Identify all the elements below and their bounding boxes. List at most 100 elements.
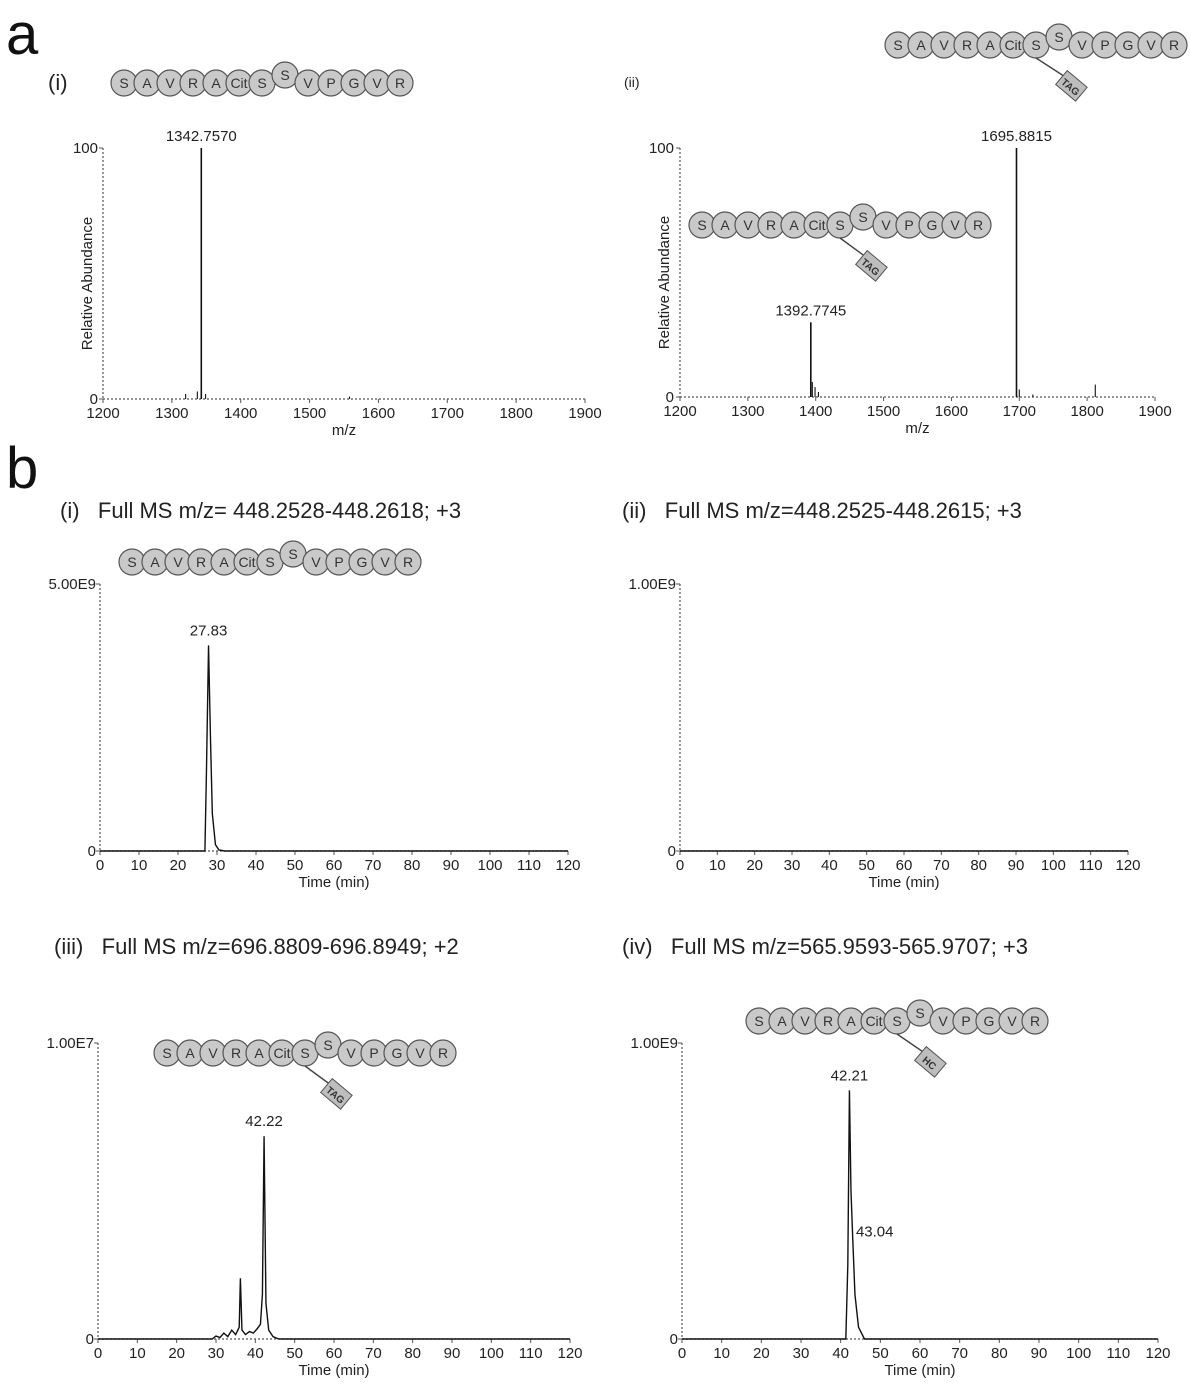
y-tick-label: 0: [670, 1331, 678, 1348]
x-tick-label: 1600: [362, 405, 395, 422]
residue-label: S: [300, 1045, 309, 1061]
tag-label-shape: [854, 249, 888, 282]
x-tick-label: 40: [821, 857, 838, 874]
x-tick-label: 1300: [731, 403, 764, 420]
panel-letter-b: b: [6, 436, 39, 501]
x-axis-title: Time (min): [868, 874, 939, 891]
tag-label-shape: [913, 1045, 947, 1078]
residue-label: S: [1031, 37, 1040, 53]
x-tick-label: 10: [709, 857, 726, 874]
residue-label: S: [697, 217, 706, 233]
residue-label: A: [846, 1013, 856, 1029]
x-tick-label: 0: [96, 857, 104, 874]
y-tick-label: 1.00E9: [628, 576, 676, 593]
residue-label: G: [927, 217, 938, 233]
x-tick-label: 70: [951, 1345, 968, 1362]
x-tick-label: 70: [933, 857, 950, 874]
residue-label: Cit: [1004, 37, 1021, 53]
residue-label: S: [915, 1005, 924, 1021]
residue-label: A: [185, 1045, 195, 1061]
residue-circle: [429, 1039, 457, 1067]
peak-label: 1392.7745: [775, 302, 846, 319]
x-tick-label: 1900: [1138, 403, 1171, 420]
x-tick-label: 100: [1066, 1345, 1091, 1362]
x-tick-label: 70: [365, 1345, 382, 1362]
panel-b-ii-title-text: Full MS m/z=448.2525-448.2615; +3: [664, 498, 1022, 523]
residue-label: V: [743, 217, 753, 233]
residue-label: A: [219, 554, 229, 570]
residue-label: P: [334, 554, 343, 570]
panel-b-i-title: (i) Full MS m/z= 448.2528-448.2618; +3: [60, 498, 461, 524]
x-axis-title: Time (min): [298, 874, 369, 891]
panel-b-iv-title: (iv) Full MS m/z=565.9593-565.9707; +3: [622, 934, 1028, 960]
panel-b-ii-title: (ii) Full MS m/z=448.2525-448.2615; +3: [622, 498, 1022, 524]
residue-label: S: [257, 75, 266, 91]
chart-b-iv: 0 10 20 30 40 50 60 70 80 90 100 110 120 0 1.00E9 Time …: [630, 1035, 1170, 1379]
x-tick-label: 1500: [293, 405, 326, 422]
x-tick-label: 90: [1008, 857, 1025, 874]
residue-label: Cit: [238, 554, 255, 570]
residue-label: S: [835, 217, 844, 233]
residue-label: V: [372, 75, 382, 91]
residue-label: S: [127, 554, 136, 570]
residue-label: P: [961, 1013, 970, 1029]
x-tick-label: 80: [404, 1345, 421, 1362]
chart-a-i: 1200 1300 1400 1500 1600 1700 1800 1900 0 100 m/z R…: [73, 128, 602, 439]
residue-label: G: [984, 1013, 995, 1029]
residue-label: R: [1030, 1013, 1040, 1029]
residue-label: S: [162, 1045, 171, 1061]
y-tick-label: 100: [73, 140, 98, 157]
x-tick-label: 120: [557, 1345, 582, 1362]
x-tick-label: 10: [713, 1345, 730, 1362]
panel-b-iii-title-text: Full MS m/z=696.8809-696.8949; +2: [101, 934, 459, 959]
x-tick-label: 60: [326, 1345, 343, 1362]
x-tick-label: 120: [1115, 857, 1140, 874]
x-tick-label: 1600: [935, 403, 968, 420]
panel-b-iii-title: (iii) Full MS m/z=696.8809-696.8949; +2: [54, 934, 459, 960]
residue-label: S: [893, 37, 902, 53]
peak-label: 43.04: [856, 1223, 894, 1240]
x-tick-label: 1900: [568, 405, 601, 422]
peak-label: 42.22: [245, 1113, 283, 1130]
x-axis-title: m/z: [332, 422, 356, 439]
residue-label: Cit: [273, 1045, 290, 1061]
panel-b-i-title-text: Full MS m/z= 448.2528-448.2618; +3: [97, 498, 462, 523]
x-tick-label: 100: [1041, 857, 1066, 874]
residue-label: A: [985, 37, 995, 53]
x-tick-label: 80: [991, 1345, 1008, 1362]
x-tick-label: 20: [170, 857, 187, 874]
x-tick-label: 40: [247, 1345, 264, 1362]
y-tick-label: 0: [668, 843, 676, 860]
x-tick-label: 60: [896, 857, 913, 874]
residue-circle: [386, 69, 414, 97]
panel-b-ii-label: (ii): [622, 498, 647, 523]
residue-label: P: [326, 75, 335, 91]
residue-label: V: [346, 1045, 356, 1061]
x-axis-title: Time (min): [884, 1362, 955, 1379]
x-tick-label: 1700: [1003, 403, 1036, 420]
residue-label: R: [766, 217, 776, 233]
x-tick-label: 80: [970, 857, 987, 874]
residue-label: A: [777, 1013, 787, 1029]
panel-letter-a: a: [6, 2, 39, 67]
residue-label: R: [196, 554, 206, 570]
residue-label: A: [720, 217, 730, 233]
residue-label: V: [1007, 1013, 1017, 1029]
y-tick-label: 0: [90, 391, 98, 408]
peak-label: 1342.7570: [166, 128, 237, 145]
residue-label: V: [208, 1045, 218, 1061]
x-tick-label: 0: [94, 1345, 102, 1362]
chart-b-iii: 0 10 20 30 40 50 60 70 80 90 100 110 120 0 1.00E7 Time …: [46, 1035, 582, 1379]
peptide-a-i: S A V R A Cit S S V P G V R: [110, 61, 414, 97]
chromatogram-trace: [100, 645, 568, 852]
residue-label: R: [823, 1013, 833, 1029]
x-tick-label: 90: [1031, 1345, 1048, 1362]
x-tick-label: 30: [208, 1345, 225, 1362]
x-axis-title: m/z: [905, 420, 929, 437]
residue-label: R: [973, 217, 983, 233]
residue-label: V: [173, 554, 183, 570]
residue-label: A: [916, 37, 926, 53]
residue-label: Cit: [808, 217, 825, 233]
